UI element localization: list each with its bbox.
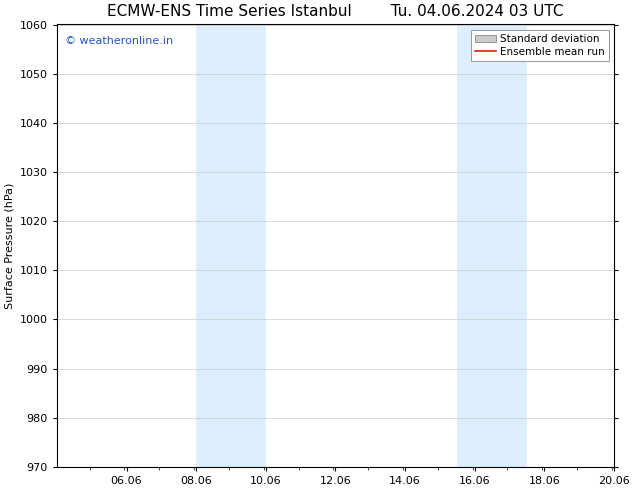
Y-axis label: Surface Pressure (hPa): Surface Pressure (hPa) (4, 182, 14, 309)
Title: ECMW-ENS Time Series Istanbul        Tu. 04.06.2024 03 UTC: ECMW-ENS Time Series Istanbul Tu. 04.06.… (107, 4, 564, 19)
Bar (457, 24, 527, 467)
Text: © weatheronline.in: © weatheronline.in (65, 36, 173, 46)
Bar (196, 24, 266, 467)
Legend: Standard deviation, Ensemble mean run: Standard deviation, Ensemble mean run (470, 30, 609, 61)
